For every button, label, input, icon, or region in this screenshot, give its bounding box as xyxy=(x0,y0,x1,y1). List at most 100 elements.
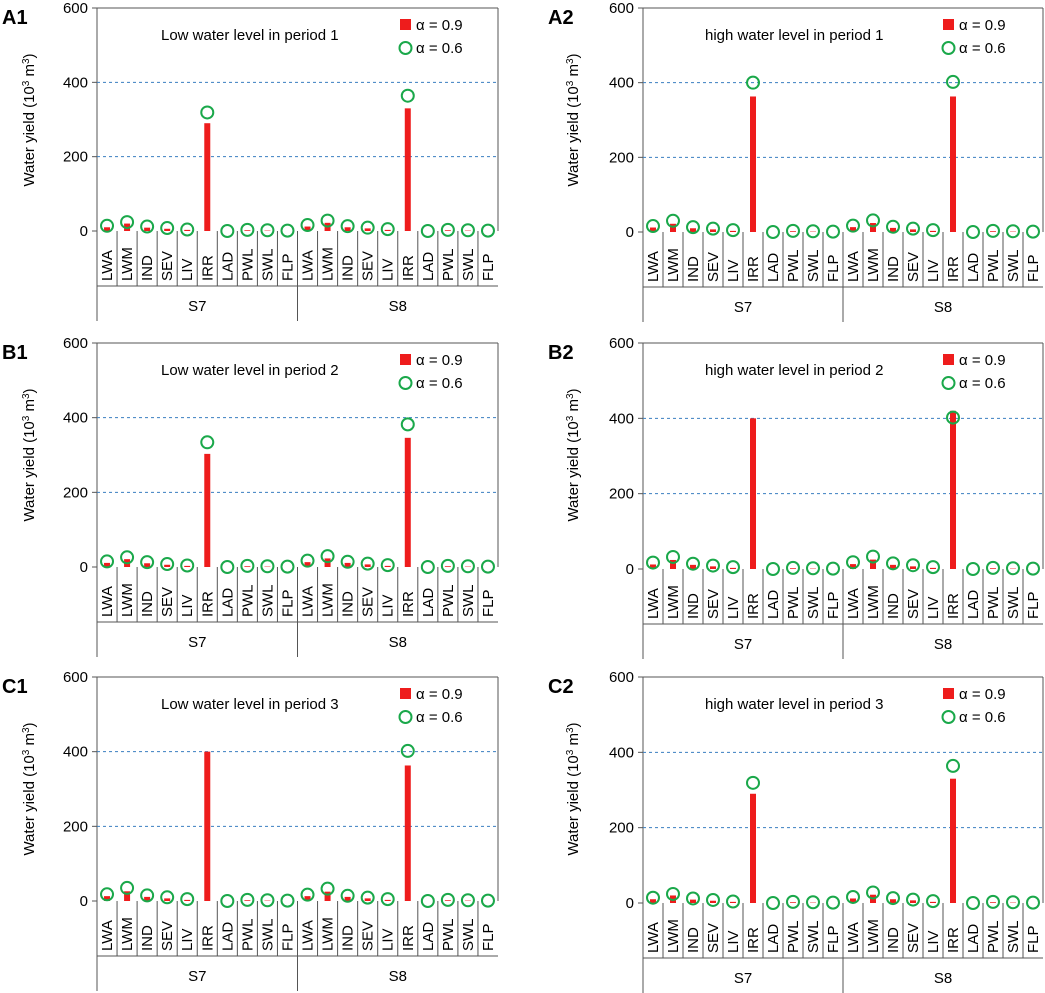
panel-label: A1 xyxy=(2,7,28,29)
legend-label-alpha-06: α = 0.6 xyxy=(959,40,1006,57)
category-label: SWL xyxy=(1005,586,1022,619)
legend-bar-marker xyxy=(943,354,954,365)
category-label: SEV xyxy=(705,589,722,619)
y-tick-label: 400 xyxy=(609,75,634,92)
category-label: IRR xyxy=(199,591,216,617)
marker-alpha-06 xyxy=(1006,895,1020,910)
category-label: LWA xyxy=(300,586,317,617)
category-label: FLP xyxy=(279,589,296,617)
category-label: SEV xyxy=(159,251,176,281)
bar-alpha-09 xyxy=(890,564,896,569)
y-tick-label: 400 xyxy=(609,744,634,761)
category-label: FLP xyxy=(825,925,842,953)
category-label: IND xyxy=(685,927,702,953)
category-label: FLP xyxy=(279,253,296,281)
marker-alpha-06 xyxy=(140,219,155,234)
marker-alpha-06 xyxy=(866,885,880,900)
category-label: PWL xyxy=(239,584,256,617)
bar-alpha-09 xyxy=(344,562,351,567)
category-label: LAD xyxy=(765,924,782,953)
category-label: LAD xyxy=(420,252,437,281)
marker-alpha-06 xyxy=(140,555,155,570)
bar-alpha-09 xyxy=(304,562,311,567)
bar-alpha-09 xyxy=(710,229,716,232)
marker-alpha-06 xyxy=(926,560,940,575)
category-label: SEV xyxy=(905,923,922,953)
bar-alpha-09 xyxy=(104,227,111,231)
y-tick-label: 600 xyxy=(609,0,634,17)
category-label: LWM xyxy=(665,248,682,282)
bar-alpha-09 xyxy=(144,563,151,567)
marker-alpha-06 xyxy=(100,218,115,233)
category-label: LAD xyxy=(765,253,782,282)
bar-alpha-09 xyxy=(344,896,351,901)
group-label: S8 xyxy=(934,970,952,987)
marker-alpha-06 xyxy=(160,221,175,236)
category-label: IRR xyxy=(199,255,216,281)
legend-bar-marker xyxy=(400,688,411,699)
legend-circle-marker xyxy=(398,710,413,724)
category-label: SWL xyxy=(805,586,822,619)
y-tick-label: 200 xyxy=(63,818,88,835)
y-axis-label: Water yield (103 m3) xyxy=(21,722,39,855)
marker-alpha-06 xyxy=(280,223,295,238)
marker-alpha-06 xyxy=(260,223,275,238)
marker-alpha-06 xyxy=(160,557,175,572)
category-label: SEV xyxy=(905,252,922,282)
bar-alpha-09 xyxy=(404,437,411,567)
bar-alpha-09 xyxy=(990,902,996,903)
marker-alpha-06 xyxy=(846,889,860,904)
marker-alpha-06 xyxy=(1026,224,1040,239)
y-tick-label: 400 xyxy=(609,410,634,427)
bar-alpha-09 xyxy=(850,898,856,903)
panel-label: C1 xyxy=(2,676,28,698)
bar-alpha-09 xyxy=(730,230,736,232)
category-label: FLP xyxy=(825,254,842,282)
y-tick-label: 0 xyxy=(80,893,88,910)
y-axis-label: Water yield (103 m3) xyxy=(21,388,39,521)
marker-alpha-06 xyxy=(866,213,880,228)
label-part: ) xyxy=(565,53,582,58)
marker-alpha-06 xyxy=(1006,561,1020,576)
category-label: FLP xyxy=(480,253,497,281)
bar-alpha-09 xyxy=(444,230,451,231)
category-label: LAD xyxy=(420,588,437,617)
marker-alpha-06 xyxy=(886,219,900,234)
marker-alpha-06 xyxy=(340,554,355,569)
label-part: m xyxy=(565,64,582,81)
label-part: Water yield (10 xyxy=(21,421,38,521)
marker-alpha-06 xyxy=(746,775,760,790)
bar-alpha-09 xyxy=(950,778,956,903)
legend-label-alpha-06: α = 0.6 xyxy=(416,709,463,726)
superscript: 3 xyxy=(21,749,32,755)
category-label: FLP xyxy=(1025,591,1042,619)
panel-title: Low water level in period 1 xyxy=(161,27,339,44)
y-axis-label: Water yield (103 m3) xyxy=(565,388,583,521)
bar-alpha-09 xyxy=(870,223,876,232)
category-label: SWL xyxy=(460,584,477,617)
marker-alpha-06 xyxy=(806,224,820,239)
bar-alpha-09 xyxy=(164,898,171,901)
category-label: LIV xyxy=(725,930,742,953)
y-tick-label: 600 xyxy=(63,669,88,686)
marker-alpha-06 xyxy=(1026,895,1040,910)
bar-alpha-09 xyxy=(990,231,996,232)
marker-alpha-06 xyxy=(200,105,215,120)
marker-alpha-06 xyxy=(886,891,900,906)
bar-alpha-09 xyxy=(910,900,916,903)
marker-alpha-06 xyxy=(646,890,660,905)
bar-alpha-09 xyxy=(710,566,716,569)
category-label: LWM xyxy=(119,247,136,281)
category-label: LIV xyxy=(380,594,397,617)
bar-alpha-09 xyxy=(690,564,696,569)
label-part: m xyxy=(21,399,38,416)
category-label: SEV xyxy=(159,921,176,951)
marker-alpha-06 xyxy=(666,549,680,564)
marker-alpha-06 xyxy=(946,410,960,425)
marker-alpha-06 xyxy=(300,887,315,902)
marker-alpha-06 xyxy=(280,893,295,908)
marker-alpha-06 xyxy=(946,74,960,89)
category-label: SWL xyxy=(805,920,822,953)
